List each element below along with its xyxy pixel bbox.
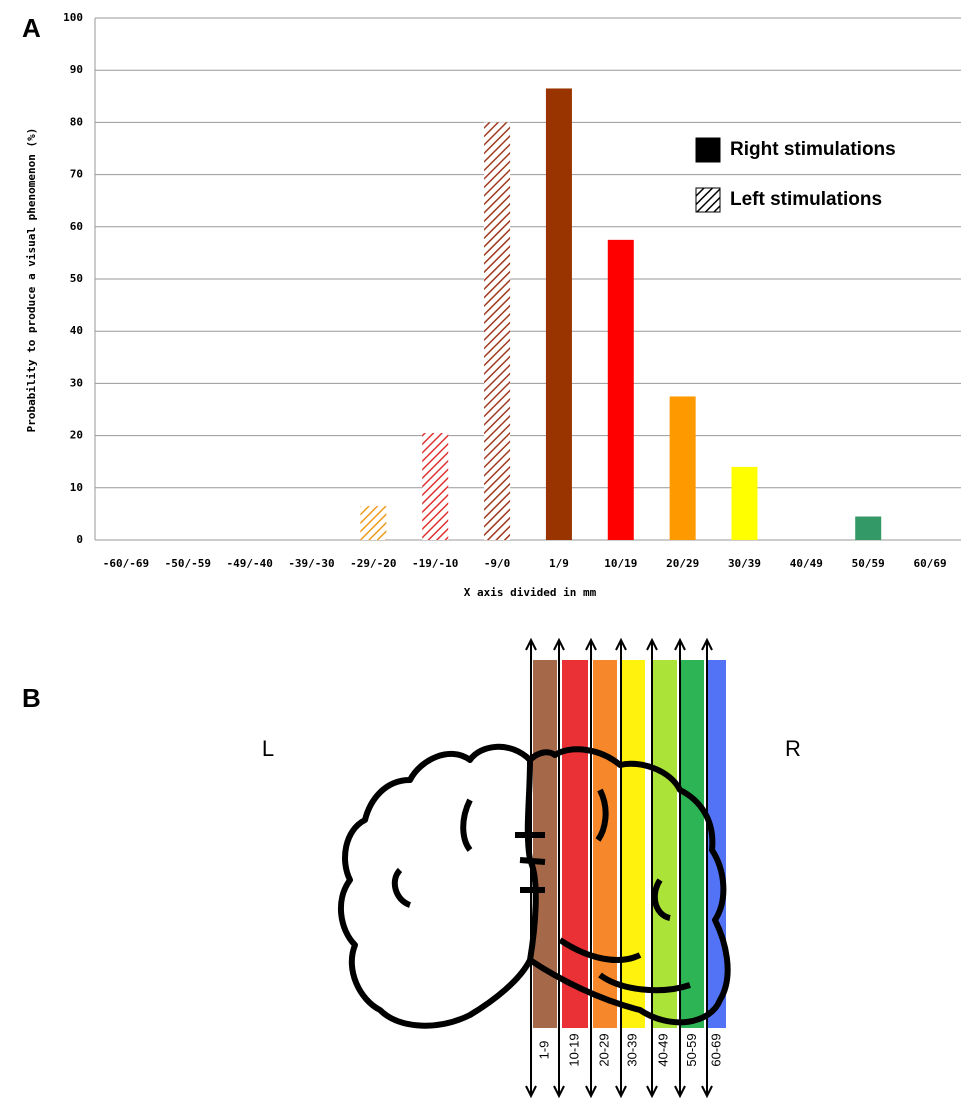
y-tick-label: 100 [63, 11, 83, 24]
side-label: L [262, 736, 274, 761]
x-axis-label: X axis divided in mm [464, 586, 597, 599]
panel-label: B [22, 683, 41, 713]
x-tick-label: 40/49 [790, 557, 823, 570]
y-tick-label: 30 [70, 376, 83, 389]
brain-outline [337, 743, 731, 1029]
legend-label: Left stimulations [730, 189, 882, 210]
color-band [621, 660, 645, 1028]
y-tick-label: 90 [70, 63, 83, 76]
bar [607, 239, 634, 540]
arrow-head [701, 637, 713, 1099]
y-tick-label: 70 [70, 168, 83, 181]
x-tick-label: -49/-40 [226, 557, 272, 570]
y-axis-label: Probability to produce a visual phenomen… [25, 128, 38, 433]
x-tick-label: -39/-30 [288, 557, 334, 570]
band-label: 50-59 [684, 1033, 699, 1066]
color-band [593, 660, 617, 1028]
color-band [651, 660, 677, 1028]
color-band [562, 660, 588, 1028]
legend-swatch [695, 187, 721, 213]
bar [855, 516, 882, 540]
x-tick-label: 50/59 [852, 557, 885, 570]
band-label: 60-69 [708, 1033, 723, 1066]
bar [731, 466, 758, 540]
arrow-head [585, 637, 597, 1099]
x-tick-label: 10/19 [604, 557, 637, 570]
y-tick-label: 40 [70, 324, 83, 337]
bar [484, 122, 511, 541]
arrow-head [674, 637, 686, 1099]
y-tick-label: 0 [76, 533, 83, 546]
arrow-head [646, 637, 658, 1099]
arrow-head [553, 637, 565, 1099]
x-tick-label: -9/0 [484, 557, 511, 570]
band-label: 10-19 [566, 1033, 581, 1066]
x-tick-label: 60/69 [914, 557, 947, 570]
y-tick-label: 10 [70, 481, 83, 494]
bar [422, 432, 449, 540]
band-group: 1-9 10-19 20-29 30-39 40-49 50-59 60-69 [525, 637, 726, 1099]
band-label: 20-29 [596, 1033, 611, 1066]
x-tick-label: -50/-59 [165, 557, 211, 570]
arrow-head [525, 637, 537, 1099]
y-tick-label: 50 [70, 272, 83, 285]
bar [360, 506, 387, 540]
arrow-head [615, 637, 627, 1099]
y-tick-label: 60 [70, 220, 83, 233]
side-label: R [785, 736, 801, 761]
x-tick-label: -29/-20 [350, 557, 396, 570]
y-tick-label: 20 [70, 429, 83, 442]
x-tick-label: -19/-10 [412, 557, 458, 570]
x-tick-label: 20/29 [666, 557, 699, 570]
x-tick-label: 30/39 [728, 557, 761, 570]
y-tick-label: 80 [70, 115, 83, 128]
x-tick-label: -60/-69 [103, 557, 149, 570]
band-label: 1-9 [536, 1041, 551, 1060]
bar [545, 88, 572, 540]
color-band [681, 660, 704, 1028]
panel-label: A [22, 13, 41, 43]
legend-swatch [695, 137, 721, 163]
legend-label: Right stimulations [730, 139, 896, 160]
band-label: 30-39 [624, 1033, 639, 1066]
bar [669, 396, 696, 540]
x-tick-label: 1/9 [549, 557, 569, 570]
band-label: 40-49 [655, 1033, 670, 1066]
